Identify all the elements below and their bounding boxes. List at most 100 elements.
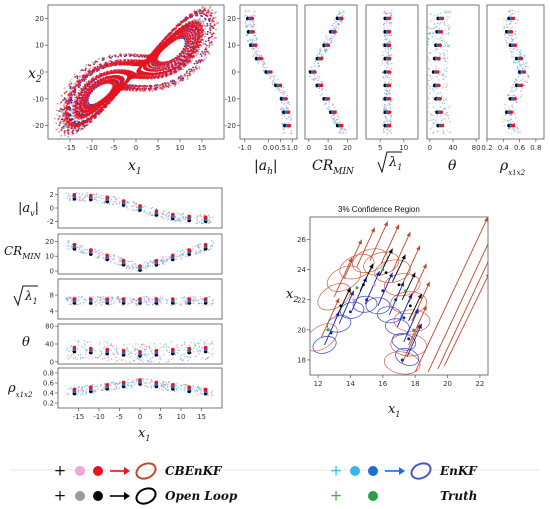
phase-point: [59, 102, 62, 105]
phase-point: [69, 108, 72, 111]
phase-point: [204, 27, 207, 30]
phase-point: [206, 22, 209, 25]
phase-point: [78, 89, 81, 92]
phase-point: [188, 68, 190, 71]
phase-point: [73, 82, 75, 85]
phase-point: [201, 50, 204, 53]
phase-point: [192, 72, 195, 75]
phase-point: [182, 68, 184, 70]
phase-point: [186, 76, 189, 79]
phase-point: [213, 37, 216, 40]
phase-point: [193, 62, 196, 65]
phase-point: [106, 56, 108, 59]
phase-point: [60, 94, 63, 97]
phase-point: [56, 113, 58, 116]
phase-point: [195, 60, 198, 63]
phase-point: [205, 40, 207, 43]
phase-point: [213, 22, 216, 24]
phase-point: [62, 122, 64, 125]
phase-point: [63, 104, 65, 107]
phase-point: [58, 131, 61, 133]
phase-point: [74, 117, 77, 120]
phase-point: [214, 16, 217, 19]
phase-point: [70, 101, 73, 104]
phase-point: [123, 53, 125, 55]
phase-point: [201, 20, 204, 23]
phase-point: [196, 9, 199, 12]
phase-point: [215, 11, 217, 13]
phase-point: [63, 123, 66, 125]
phase-point: [184, 39, 187, 41]
phase-point: [202, 20, 205, 22]
phase-point: [186, 70, 188, 73]
phase-point: [169, 84, 172, 87]
phase-point: [80, 118, 83, 121]
phase-point: [208, 7, 211, 9]
phase-point: [73, 73, 76, 76]
phase-point: [70, 117, 73, 120]
phase-point: [182, 75, 185, 78]
phase-marks: [54, 5, 220, 138]
phase-point: [209, 27, 211, 30]
phase-point: [72, 129, 75, 132]
phase-point: [72, 103, 75, 105]
phase-point: [202, 43, 205, 45]
phase-point: [211, 43, 214, 46]
phase-point: [57, 127, 60, 130]
phase-point: [206, 30, 209, 33]
phase-point: [214, 12, 216, 15]
phase-point: [204, 43, 207, 45]
phase-point: [71, 99, 73, 102]
phase-point: [54, 117, 56, 120]
phase-point: [85, 78, 87, 80]
phase-point: [208, 46, 211, 49]
phase-point: [201, 15, 204, 18]
phase-point: [84, 69, 87, 72]
phase-point: [84, 65, 87, 68]
phase-point: [67, 85, 69, 88]
phase-point: [67, 128, 69, 130]
phase-point: [206, 33, 209, 35]
phase-point: [92, 76, 95, 78]
phase-point: [204, 18, 207, 21]
phase-point: [73, 120, 76, 123]
phase-point: [74, 82, 77, 85]
phase-point: [193, 70, 196, 73]
phase-point: [178, 80, 180, 83]
phase-point: [60, 134, 63, 137]
phase-point: [69, 80, 71, 83]
phase-point: [56, 102, 59, 105]
phase-point: [215, 20, 218, 23]
phase-point: [67, 135, 70, 138]
phase-point: [71, 115, 74, 117]
phase-point: [92, 61, 95, 64]
phase-point: [79, 71, 81, 73]
phase-point: [63, 133, 66, 136]
phase-point: [204, 32, 207, 35]
phase-point: [79, 129, 82, 132]
phase-point: [63, 87, 66, 89]
phase-point: [189, 70, 191, 73]
phase-point: [65, 97, 67, 99]
phase-point: [200, 20, 202, 23]
phase-point: [69, 106, 72, 109]
phase-point: [85, 80, 88, 83]
phase-point: [203, 56, 206, 58]
phase-point: [173, 85, 176, 87]
phase-point: [209, 5, 212, 8]
phase-point: [206, 24, 209, 27]
phase-point: [203, 35, 206, 38]
phase-point: [184, 40, 187, 43]
phase-point: [118, 54, 120, 57]
phase-point: [73, 93, 76, 96]
phase-point: [191, 70, 194, 73]
phase-point: [96, 64, 99, 67]
phase-point: [69, 113, 72, 115]
phase-point: [85, 63, 88, 66]
phase-point: [76, 77, 79, 80]
phase-point: [70, 78, 73, 81]
phase-point: [111, 54, 114, 57]
